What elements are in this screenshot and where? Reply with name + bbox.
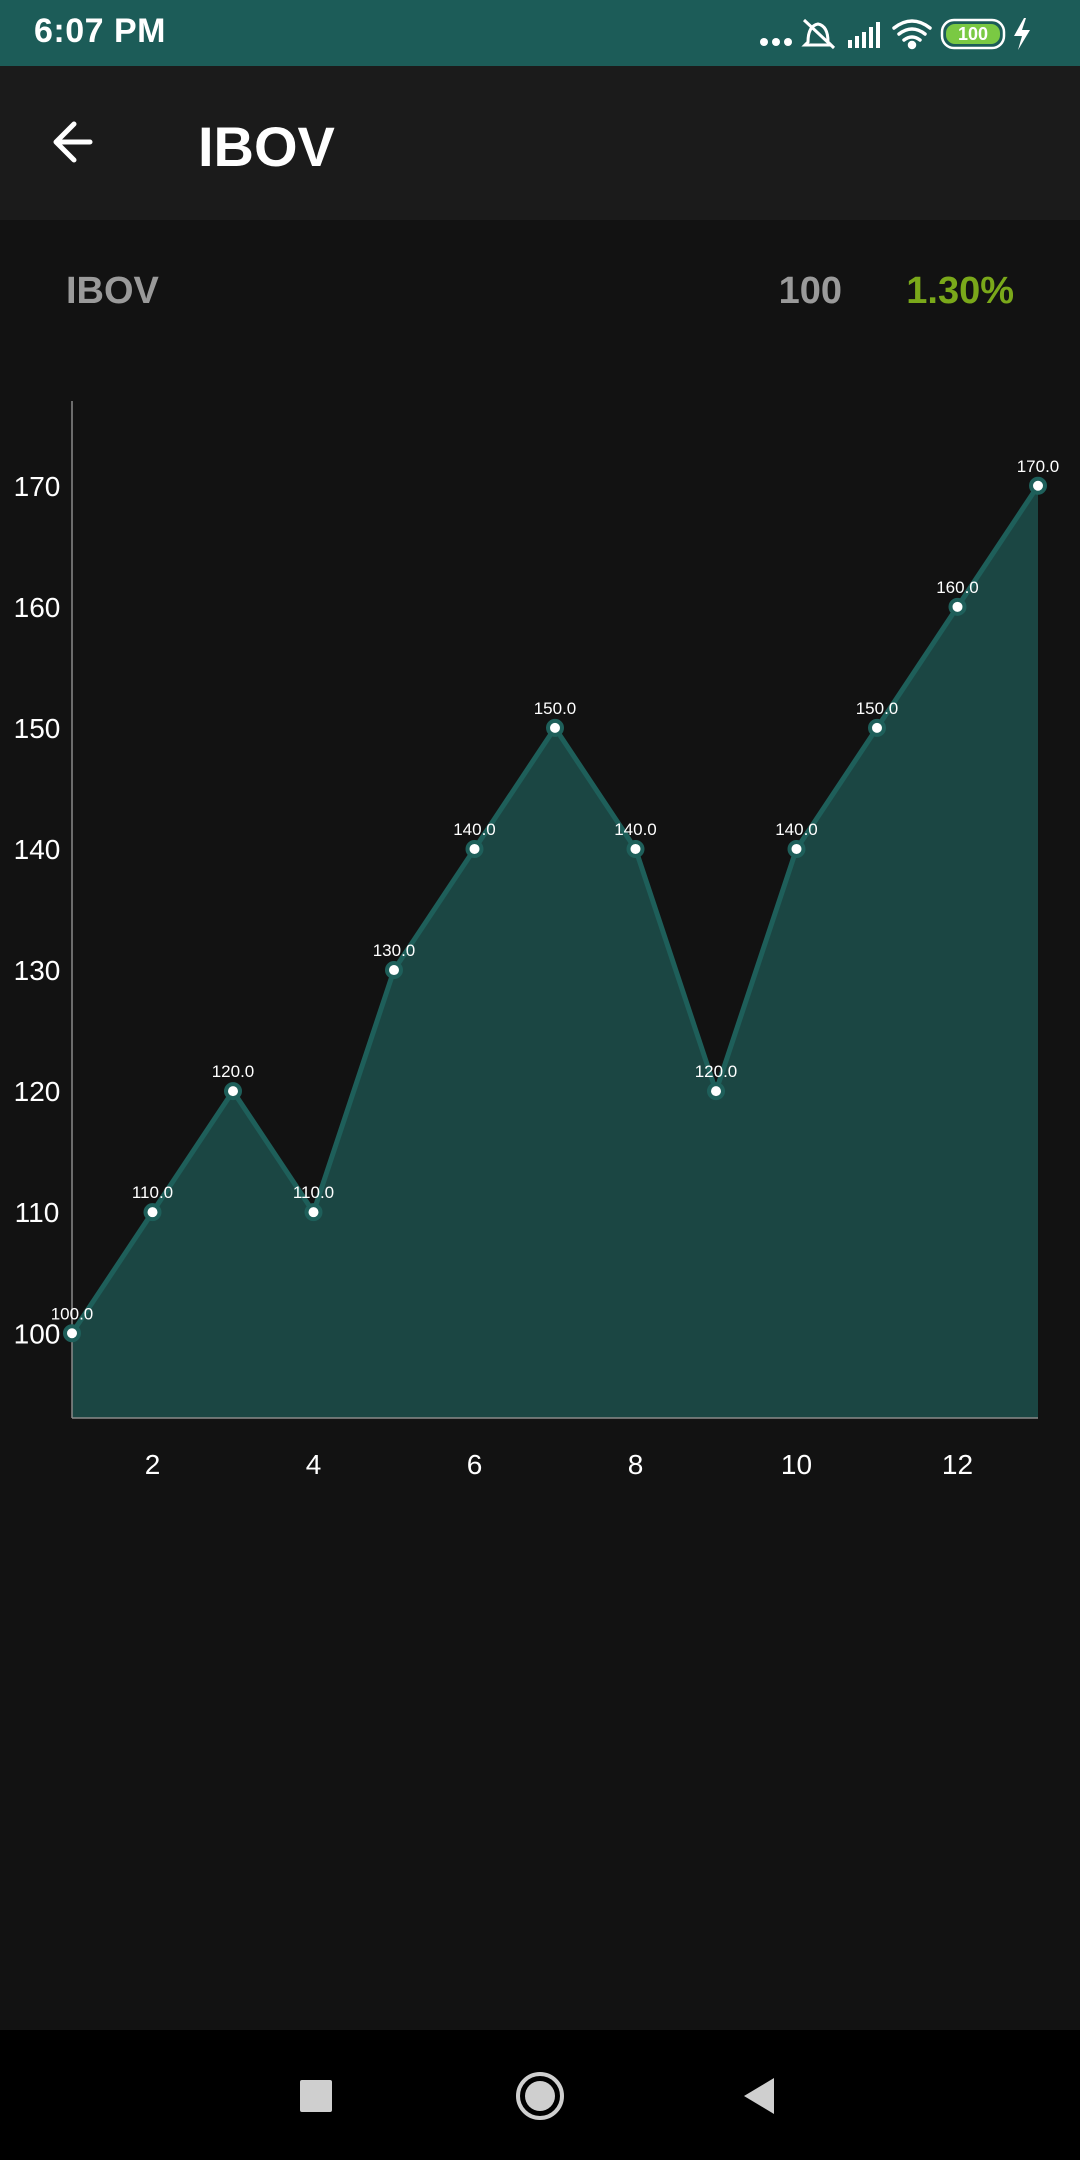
data-point — [385, 961, 403, 980]
x-tick-label: 6 — [467, 1449, 483, 1480]
data-point — [948, 597, 967, 616]
data-point — [465, 839, 484, 858]
data-label: 140.0 — [775, 820, 818, 839]
y-tick-label: 140 — [14, 834, 61, 865]
data-label: 120.0 — [212, 1062, 255, 1081]
y-tick-label: 160 — [14, 592, 61, 623]
home-circle-icon[interactable] — [515, 2071, 565, 2121]
y-tick-label: 120 — [14, 1076, 61, 1107]
back-triangle-icon[interactable] — [742, 2076, 776, 2116]
y-tick-label: 130 — [14, 955, 61, 986]
battery-icon: 100 — [940, 18, 1006, 50]
signal-icon — [848, 22, 880, 48]
ticker-change: 1.30% — [906, 270, 1014, 312]
data-point — [868, 718, 886, 737]
data-point — [707, 1082, 725, 1101]
data-point — [304, 1203, 323, 1222]
data-label: 170.0 — [1017, 457, 1060, 476]
battery-text: 100 — [958, 24, 988, 44]
x-tick-label: 4 — [306, 1449, 322, 1480]
page-title: IBOV — [198, 115, 335, 178]
data-label: 110.0 — [293, 1183, 334, 1202]
x-tick-label: 2 — [145, 1449, 161, 1480]
data-label: 150.0 — [534, 699, 577, 718]
data-point — [626, 839, 645, 858]
wifi-icon — [892, 19, 932, 50]
data-label: 140.0 — [614, 820, 657, 839]
more-dots-icon — [760, 38, 792, 46]
arrow-back-icon[interactable] — [46, 112, 106, 172]
price-chart: 100 110 120 130 140 150 160 170 2 4 6 8 10 12 100.0 11… — [14, 401, 1060, 1480]
notifications-off-icon — [801, 18, 836, 50]
area-fill — [72, 485, 1038, 1418]
navigation-bar — [0, 2030, 1080, 2160]
data-point — [143, 1203, 162, 1222]
data-point — [1029, 476, 1047, 495]
data-point — [224, 1082, 242, 1101]
data-label: 110.0 — [132, 1183, 173, 1202]
status-time: 6:07 PM — [34, 12, 166, 50]
data-label: 130.0 — [373, 941, 416, 960]
app-bar: IBOV — [0, 66, 1080, 220]
data-label: 150.0 — [856, 699, 899, 718]
y-tick-label: 100 — [14, 1318, 61, 1349]
data-label: 100.0 — [51, 1304, 94, 1323]
x-tick-label: 8 — [628, 1449, 644, 1480]
ticker-name: IBOV — [66, 270, 159, 312]
x-tick-label: 12 — [942, 1449, 973, 1480]
data-point — [546, 718, 564, 737]
data-point — [63, 1324, 81, 1343]
status-bar: 6:07 PM 100 — [0, 0, 1080, 66]
charging-icon — [1014, 18, 1030, 50]
data-label: 160.0 — [936, 578, 979, 597]
y-tick-label: 110 — [15, 1197, 60, 1228]
data-point — [787, 839, 806, 858]
data-label: 120.0 — [695, 1062, 738, 1081]
recents-square-icon[interactable] — [300, 2080, 332, 2112]
data-label: 140.0 — [453, 820, 496, 839]
y-tick-label: 170 — [14, 471, 61, 502]
ticker-value: 100 — [778, 270, 842, 312]
x-tick-label: 10 — [781, 1449, 812, 1480]
quote-summary: IBOV 100 1.30% — [0, 220, 1080, 370]
status-icons: 100 — [760, 18, 1030, 50]
y-tick-label: 150 — [14, 713, 61, 744]
